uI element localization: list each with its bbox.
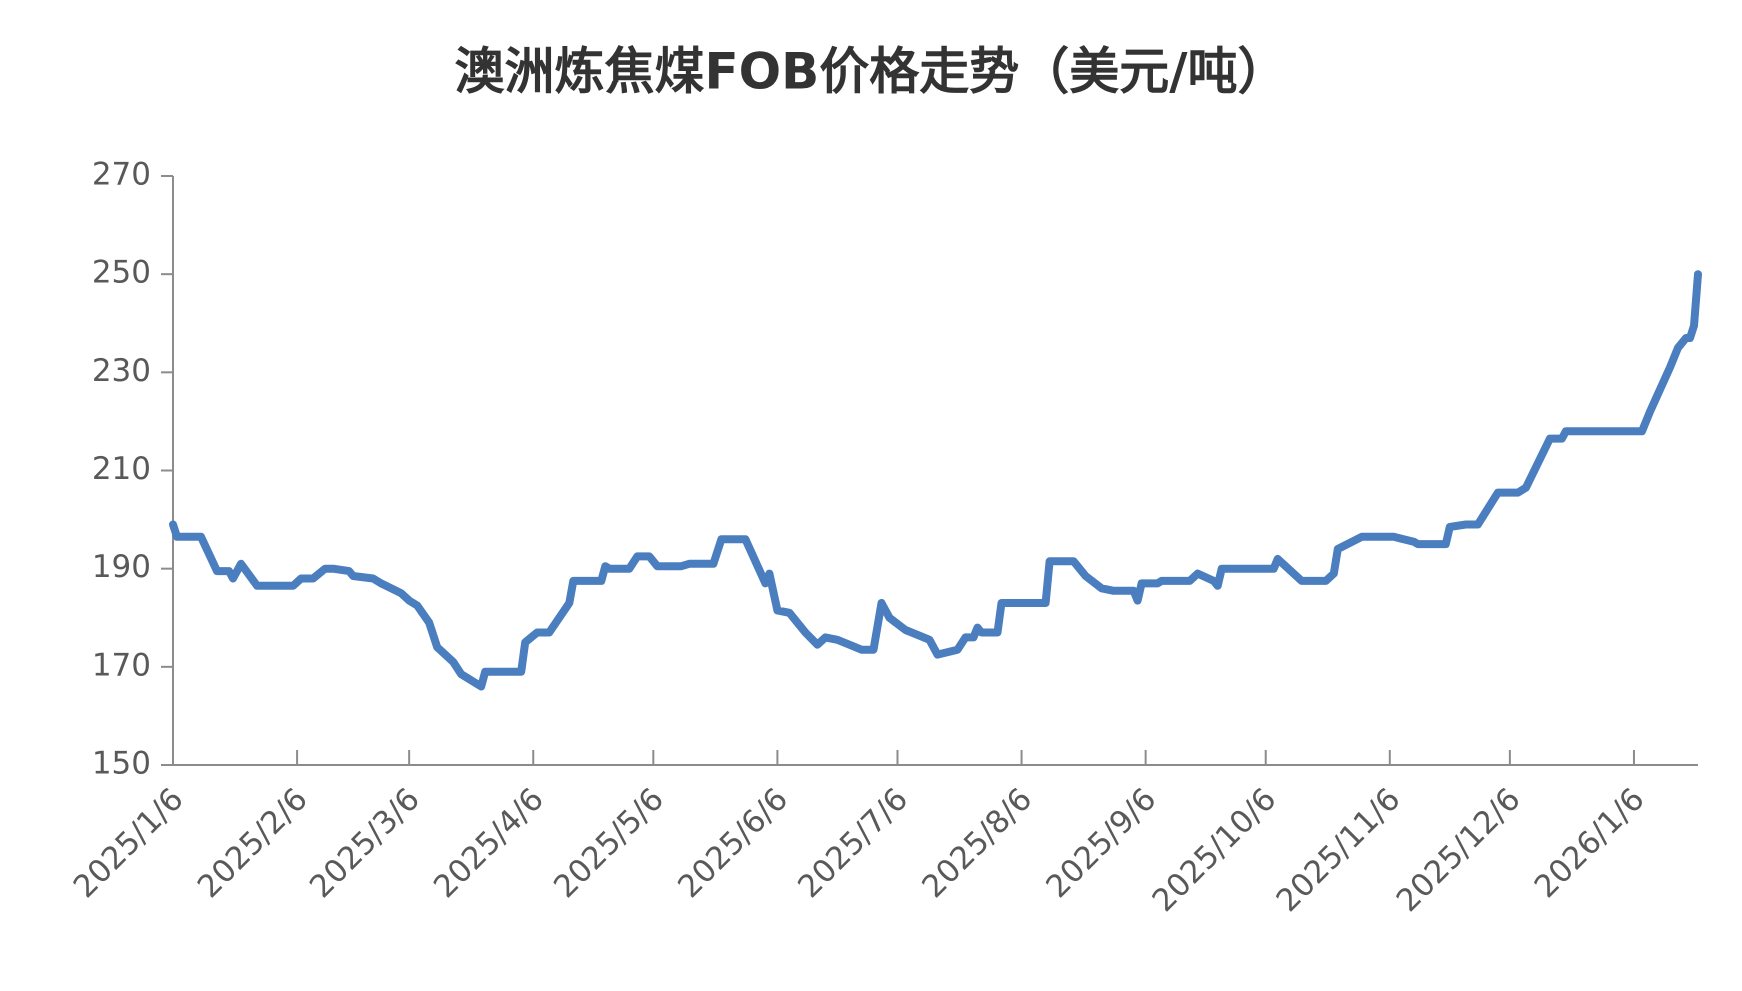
- x-tick-label: 2025/11/6: [1270, 781, 1408, 919]
- y-tick-label: 230: [92, 353, 151, 389]
- x-tick-label: 2025/12/6: [1390, 781, 1528, 919]
- y-tick-label: 150: [92, 746, 151, 782]
- y-tick-label: 170: [92, 647, 151, 683]
- x-tick-label: 2025/8/6: [915, 781, 1039, 905]
- price-line: [169, 270, 1702, 691]
- y-tick-label: 270: [92, 157, 151, 193]
- y-tick-label: 190: [92, 549, 151, 585]
- y-tick-label: 250: [92, 255, 151, 291]
- x-tick-label: 2025/4/6: [427, 781, 551, 905]
- x-tick-label: 2025/5/6: [547, 781, 671, 905]
- x-tick-label: 2025/9/6: [1039, 781, 1163, 905]
- x-tick-label: 2026/1/6: [1528, 781, 1652, 905]
- x-tick-label: 2025/2/6: [191, 781, 315, 905]
- x-tick-label: 2025/1/6: [67, 781, 191, 905]
- x-tick-label: 2025/6/6: [671, 781, 795, 905]
- y-tick-label: 210: [92, 451, 151, 487]
- x-tick-label: 2025/10/6: [1146, 781, 1284, 919]
- chart-title: 澳洲炼焦煤FOB价格走势（美元/吨）: [454, 43, 1287, 101]
- x-tick-label: 2025/7/6: [791, 781, 915, 905]
- x-tick-label: 2025/3/6: [303, 781, 427, 905]
